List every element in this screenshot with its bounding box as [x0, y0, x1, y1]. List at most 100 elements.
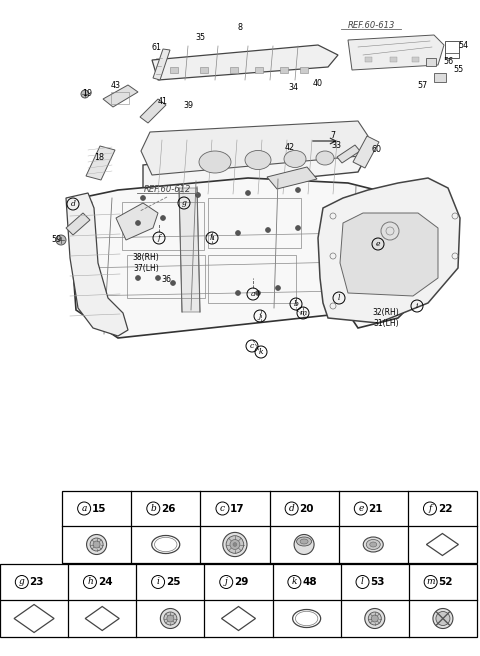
- Ellipse shape: [294, 535, 314, 554]
- Circle shape: [296, 188, 300, 192]
- Text: 8: 8: [238, 24, 242, 33]
- Text: 24: 24: [97, 577, 112, 587]
- Text: g: g: [19, 577, 24, 586]
- Polygon shape: [179, 188, 200, 312]
- Ellipse shape: [199, 151, 231, 173]
- Polygon shape: [86, 146, 115, 180]
- Ellipse shape: [363, 537, 383, 552]
- Text: REF.60-612: REF.60-612: [144, 184, 191, 194]
- Polygon shape: [318, 178, 460, 323]
- Text: 26: 26: [161, 504, 176, 514]
- Polygon shape: [353, 136, 379, 168]
- Text: 25: 25: [166, 577, 180, 587]
- FancyBboxPatch shape: [426, 58, 436, 66]
- Text: k: k: [292, 577, 297, 586]
- Text: 19: 19: [82, 89, 92, 98]
- Circle shape: [255, 291, 261, 295]
- Circle shape: [245, 190, 251, 195]
- Text: 32(RH)
31(LH): 32(RH) 31(LH): [372, 308, 399, 328]
- Text: e: e: [358, 504, 363, 513]
- Polygon shape: [140, 99, 166, 123]
- Circle shape: [265, 228, 271, 232]
- Ellipse shape: [365, 609, 385, 628]
- Text: h: h: [210, 234, 215, 242]
- Ellipse shape: [433, 609, 453, 628]
- Text: g: g: [181, 199, 186, 207]
- Polygon shape: [116, 203, 158, 240]
- Text: l: l: [361, 577, 364, 586]
- Ellipse shape: [226, 536, 244, 553]
- Circle shape: [236, 291, 240, 295]
- Text: k: k: [259, 348, 264, 356]
- Ellipse shape: [297, 537, 312, 546]
- Text: 43: 43: [111, 81, 121, 91]
- Bar: [200, 67, 208, 73]
- Bar: [412, 57, 419, 62]
- Circle shape: [135, 276, 141, 281]
- Text: l: l: [338, 294, 340, 302]
- Ellipse shape: [93, 541, 100, 548]
- Text: d: d: [289, 504, 295, 513]
- Text: 7: 7: [330, 131, 336, 140]
- Circle shape: [156, 276, 160, 281]
- Text: j: j: [259, 312, 261, 320]
- Text: 38(RH)
37(LH): 38(RH) 37(LH): [132, 253, 159, 273]
- Text: i: i: [416, 302, 418, 310]
- Ellipse shape: [366, 539, 380, 550]
- Text: 20: 20: [300, 504, 314, 514]
- Ellipse shape: [370, 542, 377, 547]
- Text: 29: 29: [234, 577, 249, 587]
- Ellipse shape: [90, 538, 103, 551]
- Text: 52: 52: [438, 577, 453, 587]
- Text: 15: 15: [92, 504, 107, 514]
- Text: i: i: [156, 577, 159, 586]
- Text: 42: 42: [285, 144, 295, 152]
- Text: 53: 53: [370, 577, 385, 587]
- Polygon shape: [66, 193, 128, 336]
- Text: b: b: [150, 504, 156, 513]
- Ellipse shape: [164, 612, 177, 625]
- Text: c: c: [220, 504, 225, 513]
- Polygon shape: [68, 178, 418, 338]
- Text: 36: 36: [161, 276, 171, 285]
- Ellipse shape: [284, 150, 306, 167]
- Ellipse shape: [167, 615, 174, 622]
- Circle shape: [195, 192, 201, 197]
- Text: f: f: [157, 234, 160, 242]
- Text: 57: 57: [418, 81, 428, 89]
- Circle shape: [160, 216, 166, 220]
- Circle shape: [236, 230, 240, 236]
- Text: e: e: [376, 240, 380, 248]
- Ellipse shape: [233, 543, 237, 546]
- Text: 59: 59: [51, 236, 61, 245]
- Text: a: a: [82, 504, 87, 513]
- Polygon shape: [103, 85, 138, 107]
- Text: j: j: [225, 577, 228, 586]
- Polygon shape: [348, 35, 444, 70]
- Text: 40: 40: [313, 79, 323, 87]
- Text: d: d: [71, 200, 75, 208]
- FancyBboxPatch shape: [434, 73, 446, 82]
- Bar: [255, 67, 263, 73]
- Polygon shape: [66, 213, 90, 235]
- Text: 61: 61: [151, 43, 161, 52]
- Text: c: c: [250, 342, 254, 350]
- Text: m: m: [300, 309, 307, 317]
- Text: 39: 39: [183, 100, 193, 110]
- Ellipse shape: [372, 615, 378, 622]
- Circle shape: [141, 195, 145, 201]
- Text: 23: 23: [30, 577, 44, 587]
- Bar: [365, 57, 372, 62]
- Circle shape: [296, 226, 300, 230]
- Text: 17: 17: [230, 504, 245, 514]
- Ellipse shape: [86, 535, 107, 554]
- Polygon shape: [337, 145, 360, 163]
- Bar: [230, 67, 238, 73]
- Polygon shape: [267, 167, 317, 189]
- Polygon shape: [141, 121, 368, 175]
- Text: 33: 33: [331, 142, 341, 150]
- Text: REF.60-613: REF.60-613: [348, 20, 395, 30]
- Circle shape: [170, 281, 176, 285]
- Text: a: a: [251, 290, 255, 298]
- Ellipse shape: [368, 612, 381, 625]
